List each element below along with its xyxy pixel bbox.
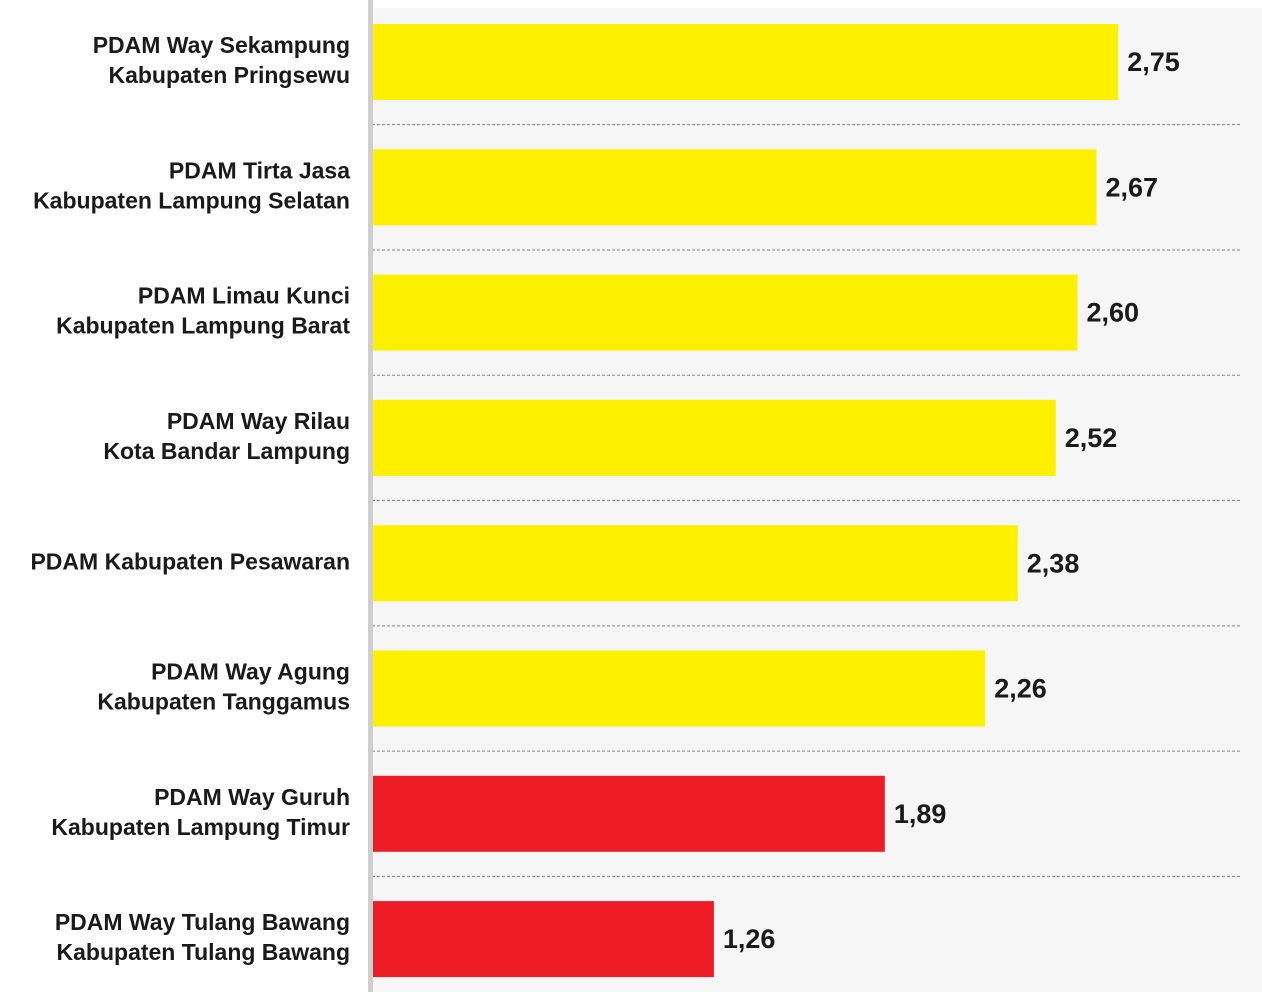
category-label: Kabupaten Lampung Selatan <box>33 187 350 213</box>
bar <box>372 901 714 978</box>
value-label: 1,26 <box>723 924 776 954</box>
category-label: PDAM Kabupaten Pesawaran <box>30 548 350 574</box>
bar <box>372 24 1119 100</box>
category-label: Kabupaten Tanggamus <box>97 689 350 715</box>
category-label: Kabupaten Pringsewu <box>108 62 350 88</box>
axis-line <box>368 0 373 992</box>
category-label: Kabupaten Tulang Bawang <box>57 939 350 965</box>
bar <box>372 650 986 727</box>
bars: 2,75 PDAM Way Sekampung Kabupaten Pringsew… <box>30 24 1180 978</box>
separators <box>372 124 1242 877</box>
bar <box>372 399 1056 476</box>
value-label: 2,60 <box>1086 298 1139 328</box>
category-label: Kabupaten Lampung Barat <box>56 313 350 339</box>
category-label: PDAM Tirta Jasa <box>169 157 350 183</box>
bar <box>372 775 885 852</box>
value-label: 2,38 <box>1027 548 1080 578</box>
bar <box>372 149 1097 226</box>
category-label: PDAM Way Sekampung <box>93 32 350 58</box>
value-label: 2,52 <box>1065 423 1118 453</box>
bar <box>372 525 1018 602</box>
bar <box>372 274 1078 351</box>
value-label: 2,67 <box>1105 172 1158 202</box>
category-label: Kabupaten Lampung Timur <box>51 814 350 840</box>
category-label: PDAM Way Agung <box>151 659 350 685</box>
value-label: 1,89 <box>894 799 947 829</box>
category-label: PDAM Way Rilau <box>167 408 350 434</box>
category-label: PDAM Way Tulang Bawang <box>55 909 350 935</box>
category-label: PDAM Way Guruh <box>154 784 350 810</box>
value-label: 2,26 <box>994 674 1047 704</box>
category-label: PDAM Limau Kunci <box>138 283 350 309</box>
category-label: Kota Bandar Lampung <box>103 438 350 464</box>
value-label: 2,75 <box>1127 47 1180 77</box>
